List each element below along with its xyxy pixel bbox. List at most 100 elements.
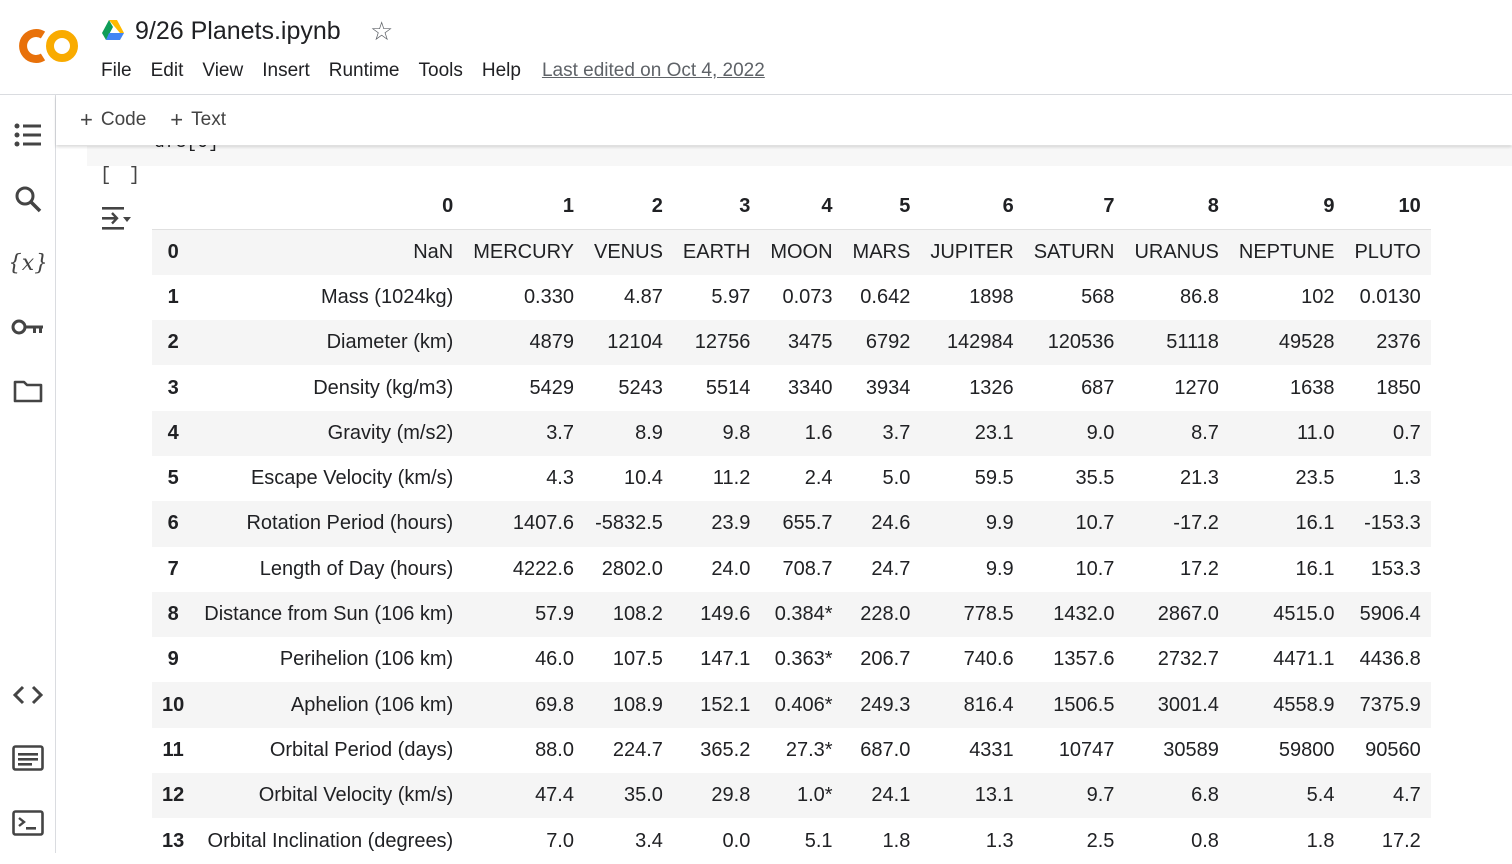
table-cell: 147.1 bbox=[700, 648, 751, 671]
column-header: 0 bbox=[194, 184, 464, 230]
table-cell: 687 bbox=[1081, 376, 1115, 399]
menu-edit[interactable]: Edit bbox=[150, 60, 184, 81]
table-cell: 1.8 bbox=[1306, 829, 1335, 852]
column-header: 1 bbox=[463, 184, 584, 230]
add-code-cell-button[interactable]: + Code bbox=[80, 107, 146, 133]
terminal-icon[interactable] bbox=[8, 803, 48, 843]
table-cell: MOON bbox=[770, 240, 833, 263]
table-cell: 5.4 bbox=[1306, 784, 1335, 807]
dataframe-table: 0 1 2 3 4 5 6 7 8 9 10 0 NaN MERCURY VENUS EARTH MOON MA… bbox=[152, 184, 1431, 864]
table-cell: 86.8 bbox=[1179, 285, 1219, 308]
command-palette-icon[interactable] bbox=[8, 738, 48, 778]
table-cell: 10.4 bbox=[623, 467, 663, 490]
table-cell: 708.7 bbox=[782, 557, 833, 580]
table-cell: Orbital Inclination (degrees) bbox=[207, 829, 454, 852]
table-cell: 153.3 bbox=[1370, 557, 1421, 580]
table-cell: 152.1 bbox=[700, 693, 751, 716]
column-header: 2 bbox=[584, 184, 673, 230]
row-index: 5 bbox=[167, 467, 179, 490]
table-cell: 27.3* bbox=[785, 738, 833, 761]
table-cell: MERCURY bbox=[473, 240, 574, 263]
column-header: 5 bbox=[842, 184, 921, 230]
table-cell: 21.3 bbox=[1179, 467, 1219, 490]
table-cell: 57.9 bbox=[535, 603, 574, 626]
table-cell: 4879 bbox=[529, 331, 575, 354]
table-cell: 9.9 bbox=[985, 512, 1014, 535]
notebook-title[interactable]: 9/26 Planets.ipynb bbox=[135, 17, 341, 45]
last-edited-link[interactable]: Last edited on Oct 4, 2022 bbox=[541, 60, 765, 81]
table-cell: 4.87 bbox=[623, 285, 663, 308]
variables-icon[interactable]: {x} bbox=[8, 243, 48, 283]
table-cell: 3.4 bbox=[635, 829, 663, 852]
table-cell: 29.8 bbox=[711, 784, 751, 807]
table-row: 6 Rotation Period (hours) 1407.6 -5832.5 23.… bbox=[152, 501, 1431, 547]
menu-insert[interactable]: Insert bbox=[262, 60, 310, 81]
table-cell: 1506.5 bbox=[1053, 693, 1115, 716]
svg-text:{x}: {x} bbox=[11, 251, 45, 276]
table-cell: 120536 bbox=[1047, 331, 1115, 354]
table-cell: 5906.4 bbox=[1359, 603, 1421, 626]
table-row: 12 Orbital Velocity (km/s) 47.4 35.0 29.8 1.0… bbox=[152, 773, 1431, 819]
files-folder-icon[interactable] bbox=[8, 371, 48, 411]
table-cell: 365.2 bbox=[700, 738, 751, 761]
menu-file[interactable]: File bbox=[101, 60, 132, 81]
menu-help[interactable]: Help bbox=[481, 60, 521, 81]
menu-tools[interactable]: Tools bbox=[418, 60, 463, 81]
code-cell-editor[interactable] bbox=[87, 146, 1512, 166]
table-cell: 224.7 bbox=[612, 738, 663, 761]
menu-view[interactable]: View bbox=[202, 60, 244, 81]
table-cell: 17.2 bbox=[1381, 829, 1421, 852]
secrets-key-icon[interactable] bbox=[8, 307, 48, 347]
plus-icon: + bbox=[80, 107, 93, 132]
row-index: 13 bbox=[162, 829, 185, 852]
column-header: 8 bbox=[1124, 184, 1229, 230]
menu-runtime[interactable]: Runtime bbox=[328, 60, 400, 81]
table-cell: 13.1 bbox=[974, 784, 1014, 807]
table-cell: PLUTO bbox=[1354, 240, 1421, 263]
add-text-cell-button[interactable]: + Text bbox=[170, 107, 226, 133]
star-icon[interactable]: ☆ bbox=[370, 16, 394, 46]
table-cell: 4471.1 bbox=[1273, 648, 1335, 671]
table-row: 7 Length of Day (hours) 4222.6 2802.0 24.0 70… bbox=[152, 547, 1431, 592]
output-actions-icon[interactable] bbox=[99, 203, 133, 233]
table-row: 0 NaN MERCURY VENUS EARTH MOON MARS JUPITER SATU… bbox=[152, 229, 1431, 275]
row-index: 8 bbox=[167, 603, 179, 626]
table-cell: 59800 bbox=[1278, 738, 1335, 761]
table-cell: 1.6 bbox=[804, 421, 833, 444]
table-cell: 1326 bbox=[969, 376, 1014, 399]
row-index: 0 bbox=[167, 240, 179, 263]
table-cell: Density (kg/m3) bbox=[313, 376, 454, 399]
table-cell: SATURN bbox=[1033, 240, 1115, 263]
notebook-toolbar: + Code + Text bbox=[56, 95, 1512, 145]
table-cell: 0.406* bbox=[774, 693, 833, 716]
table-cell: 1.0* bbox=[796, 784, 833, 807]
table-header-row: 0 1 2 3 4 5 6 7 8 9 10 bbox=[152, 184, 1431, 230]
table-of-contents-icon[interactable] bbox=[8, 115, 48, 155]
table-cell: 108.2 bbox=[612, 603, 663, 626]
table-cell: 9.8 bbox=[722, 421, 751, 444]
colab-logo[interactable] bbox=[16, 26, 82, 66]
table-cell: JUPITER bbox=[930, 240, 1014, 263]
table-cell: 6.8 bbox=[1191, 784, 1219, 807]
table-cell: 778.5 bbox=[963, 603, 1014, 626]
table-cell: 7.0 bbox=[546, 829, 574, 852]
table-cell: 24.1 bbox=[871, 784, 911, 807]
cell-run-indicator[interactable]: [ ] bbox=[100, 164, 144, 186]
table-cell: 47.4 bbox=[535, 784, 574, 807]
table-cell: 5.0 bbox=[882, 467, 911, 490]
table-row: 4 Gravity (m/s2) 3.7 8.9 9.8 1.6 3.7 23.1 9.0 8.7… bbox=[152, 410, 1431, 456]
row-index: 10 bbox=[162, 693, 185, 716]
table-row: 2 Diameter (km) 4879 12104 12756 3475 6792 1429… bbox=[152, 320, 1431, 366]
search-icon[interactable] bbox=[8, 179, 48, 219]
column-header: 9 bbox=[1228, 184, 1345, 230]
code-snippets-icon[interactable] bbox=[8, 675, 48, 715]
table-cell: Aphelion (106 km) bbox=[290, 693, 454, 716]
table-cell: -17.2 bbox=[1173, 512, 1219, 535]
table-cell: -153.3 bbox=[1364, 512, 1421, 535]
table-cell: 1.8 bbox=[882, 829, 911, 852]
table-cell: 16.1 bbox=[1295, 512, 1335, 535]
table-cell: 5.97 bbox=[711, 285, 751, 308]
table-cell: 69.8 bbox=[535, 693, 574, 716]
table-cell: 3340 bbox=[788, 376, 833, 399]
table-cell: 24.6 bbox=[871, 512, 911, 535]
